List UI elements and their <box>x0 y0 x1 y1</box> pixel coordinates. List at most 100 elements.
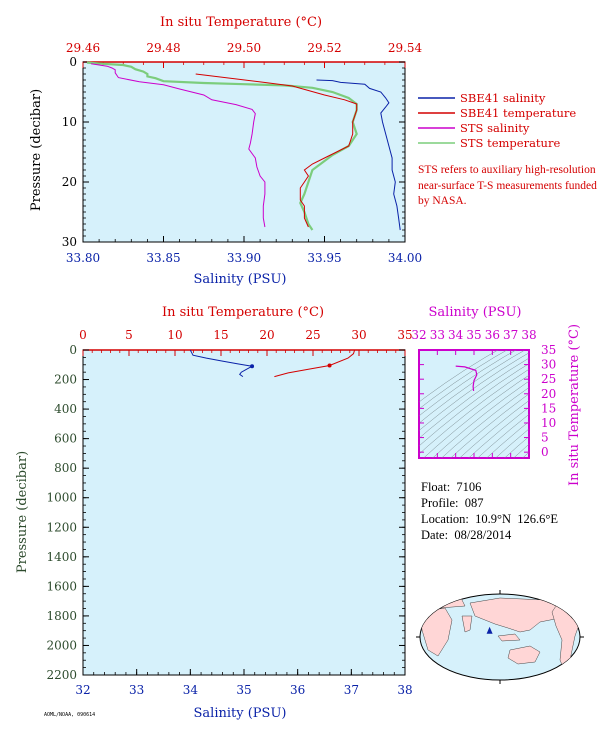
y-tick-label: 400 <box>54 402 77 416</box>
density-contour <box>525 346 601 464</box>
y-tick-label: 1800 <box>46 609 77 623</box>
map-land-africa <box>420 607 453 657</box>
top-salinity-axis-title: Salinity (PSU) <box>194 272 287 287</box>
bottom-axes: 32 33 34 35 36 37 38 0 5 10 15 20 25 30 35 0 200 400 600 80… <box>46 328 412 697</box>
top-tick-label: 20 <box>259 328 274 342</box>
ts-x-tick-label: 38 <box>521 328 536 342</box>
float-id: Float: 7106 <box>421 480 482 494</box>
y-tick-label: 200 <box>54 373 77 387</box>
top-tick-label: 5 <box>125 328 133 342</box>
x-tick-label: 34.00 <box>388 251 422 265</box>
density-contour <box>419 350 517 417</box>
y-tick-label: 1200 <box>46 520 77 534</box>
ts-density-contours <box>419 346 601 464</box>
y-tick-label: 20 <box>62 175 77 189</box>
top-tick-label: 35 <box>397 328 412 342</box>
series-sts-temperature <box>86 61 358 231</box>
x-tick-label: 36 <box>290 683 305 697</box>
density-contour <box>450 393 529 458</box>
ts-x-tick-label: 33 <box>430 328 445 342</box>
top-series-group <box>86 61 401 231</box>
density-contour <box>486 421 529 458</box>
footer-credit: AOML/NOAA, 090614 <box>44 712 96 718</box>
ts-temperature-axis-title: In situ Temperature (°C) <box>567 324 582 486</box>
density-contour <box>419 363 529 447</box>
top-temperature-axis-title: In situ Temperature (°C) <box>160 15 322 30</box>
bottom-panel: 32 33 34 35 36 37 38 0 5 10 15 20 25 30 35 0 200 400 600 80… <box>15 305 413 721</box>
top-tick-label: 0 <box>79 328 87 342</box>
density-contour <box>441 387 529 458</box>
ts-salinity-axis-title: Salinity (PSU) <box>429 305 522 320</box>
x-tick-label: 33.80 <box>66 251 100 265</box>
x-tick-label: 34 <box>183 683 199 697</box>
top-tick-label: 15 <box>213 328 228 342</box>
top-plot-background <box>82 61 406 243</box>
top-axes: 33.80 33.85 33.90 33.95 34.00 29.46 29.48 29.50… <box>62 41 423 265</box>
ts-series-group <box>455 365 478 391</box>
y-tick-label: 2200 <box>46 668 77 682</box>
top-panel: 33.80 33.85 33.90 33.95 34.00 29.46 29.48 29.50… <box>29 15 576 287</box>
x-tick-label: 32 <box>75 683 90 697</box>
y-tick-label: 600 <box>54 432 77 446</box>
location: Location: 10.9°N 126.6°E <box>421 512 559 526</box>
density-contour <box>419 368 529 455</box>
top-tick-label: 29.50 <box>227 41 261 55</box>
world-map <box>416 590 584 684</box>
ts-y-tick-label: 25 <box>541 372 556 386</box>
top-tick-label: 10 <box>167 328 182 342</box>
y-tick-label: 800 <box>54 461 77 475</box>
density-contour <box>495 428 529 458</box>
density-contour <box>459 400 529 458</box>
top-pressure-axis-title: Pressure (decibar) <box>29 89 44 211</box>
density-contour <box>419 350 526 424</box>
ts-y-tick-label: 10 <box>541 416 556 430</box>
map-land-indonesia <box>497 633 521 642</box>
ts-x-tick-label: 36 <box>485 328 500 342</box>
y-tick-label: 2000 <box>46 638 77 652</box>
density-contour <box>477 414 529 458</box>
ts-y-tick-label: 0 <box>541 445 549 459</box>
bottom-series-group <box>189 349 356 378</box>
legend-label: STS temperature <box>460 136 560 150</box>
density-contour <box>504 436 529 458</box>
profile-point-marker <box>327 363 332 368</box>
y-tick-label: 0 <box>69 55 77 69</box>
x-tick-label: 33.85 <box>146 251 180 265</box>
density-contour <box>468 406 529 458</box>
ts-plot-background <box>418 349 530 459</box>
ts-x-tick-label: 32 <box>411 328 426 342</box>
map-float-marker <box>486 626 493 634</box>
float-info: Float: 7106 Profile: 087 Location: 10.9°… <box>421 479 558 543</box>
ts-y-tick-label: 20 <box>541 387 556 401</box>
profile-point-marker <box>250 364 255 369</box>
x-tick-label: 35 <box>236 683 251 697</box>
ts-x-tick-label: 37 <box>503 328 518 342</box>
legend-label: SBE41 temperature <box>460 106 576 120</box>
y-tick-label: 10 <box>62 115 77 129</box>
x-tick-label: 33.90 <box>227 251 261 265</box>
profile-number: Profile: 087 <box>421 496 484 510</box>
top-tick-label: 25 <box>305 328 320 342</box>
density-contour <box>419 357 529 439</box>
density-contour <box>419 352 529 431</box>
series-sbe41-salinity <box>316 79 401 231</box>
ts-y-tick-label: 35 <box>541 343 556 357</box>
y-tick-label: 1000 <box>46 491 77 505</box>
legend-label: STS salinity <box>460 121 530 135</box>
ts-curve <box>455 365 478 391</box>
x-tick-label: 33 <box>129 683 144 697</box>
bottom-plot-background <box>82 349 406 676</box>
density-contour <box>419 350 508 410</box>
density-contour <box>419 350 499 403</box>
y-tick-label: 30 <box>62 235 77 249</box>
x-tick-label: 33.95 <box>307 251 341 265</box>
top-tick-label: 29.54 <box>388 41 423 55</box>
map-land <box>420 595 580 673</box>
top-tick-label: 29.52 <box>307 41 341 55</box>
ts-x-tick-label: 34 <box>448 328 464 342</box>
y-tick-label: 0 <box>69 343 77 357</box>
